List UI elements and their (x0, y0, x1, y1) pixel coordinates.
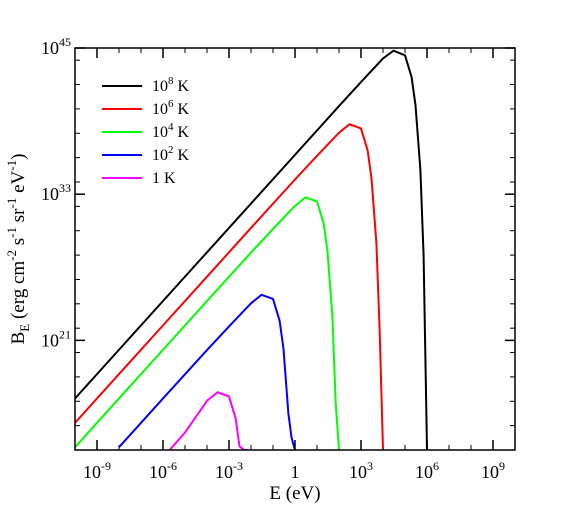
legend: 108 K 106 K 104 K 102 K 1 K (102, 75, 190, 187)
series-line-1 (75, 123, 384, 450)
y-tick-label: 1033 (41, 181, 71, 204)
y-axis-title: BE (erg cm-2 s-1 sr-1 eV-1) (4, 154, 32, 345)
x-tick-label: 1 (291, 462, 300, 482)
legend-label-3: 102 K (152, 144, 190, 164)
x-axis-title: E (eV) (269, 483, 320, 504)
series-line-3 (118, 293, 296, 450)
x-tick-label: 10-3 (215, 459, 243, 482)
legend-label-0: 108 K (152, 75, 190, 95)
series-line-2 (75, 196, 340, 450)
x-tick-label: 103 (349, 459, 373, 482)
series-line-4 (168, 391, 248, 450)
series-layer (75, 49, 428, 450)
series-line-0 (75, 49, 428, 450)
legend-label-1: 106 K (152, 98, 190, 118)
x-tick-label: 10-6 (149, 459, 177, 482)
major-ticks (75, 47, 515, 450)
x-tick-label: 109 (481, 459, 505, 482)
y-tick-labels: 1021 1033 1045 (41, 35, 71, 350)
x-tick-label: 106 (415, 459, 439, 482)
minor-ticks (74, 48, 516, 451)
legend-label-2: 104 K (152, 121, 190, 141)
x-tick-labels: 10-9 10-6 10-3 1 103 106 109 (83, 459, 505, 482)
y-tick-label: 1021 (41, 327, 71, 350)
legend-label-4: 1 K (152, 170, 176, 187)
x-tick-label: 10-9 (83, 459, 111, 482)
y-tick-label: 1045 (41, 35, 71, 58)
